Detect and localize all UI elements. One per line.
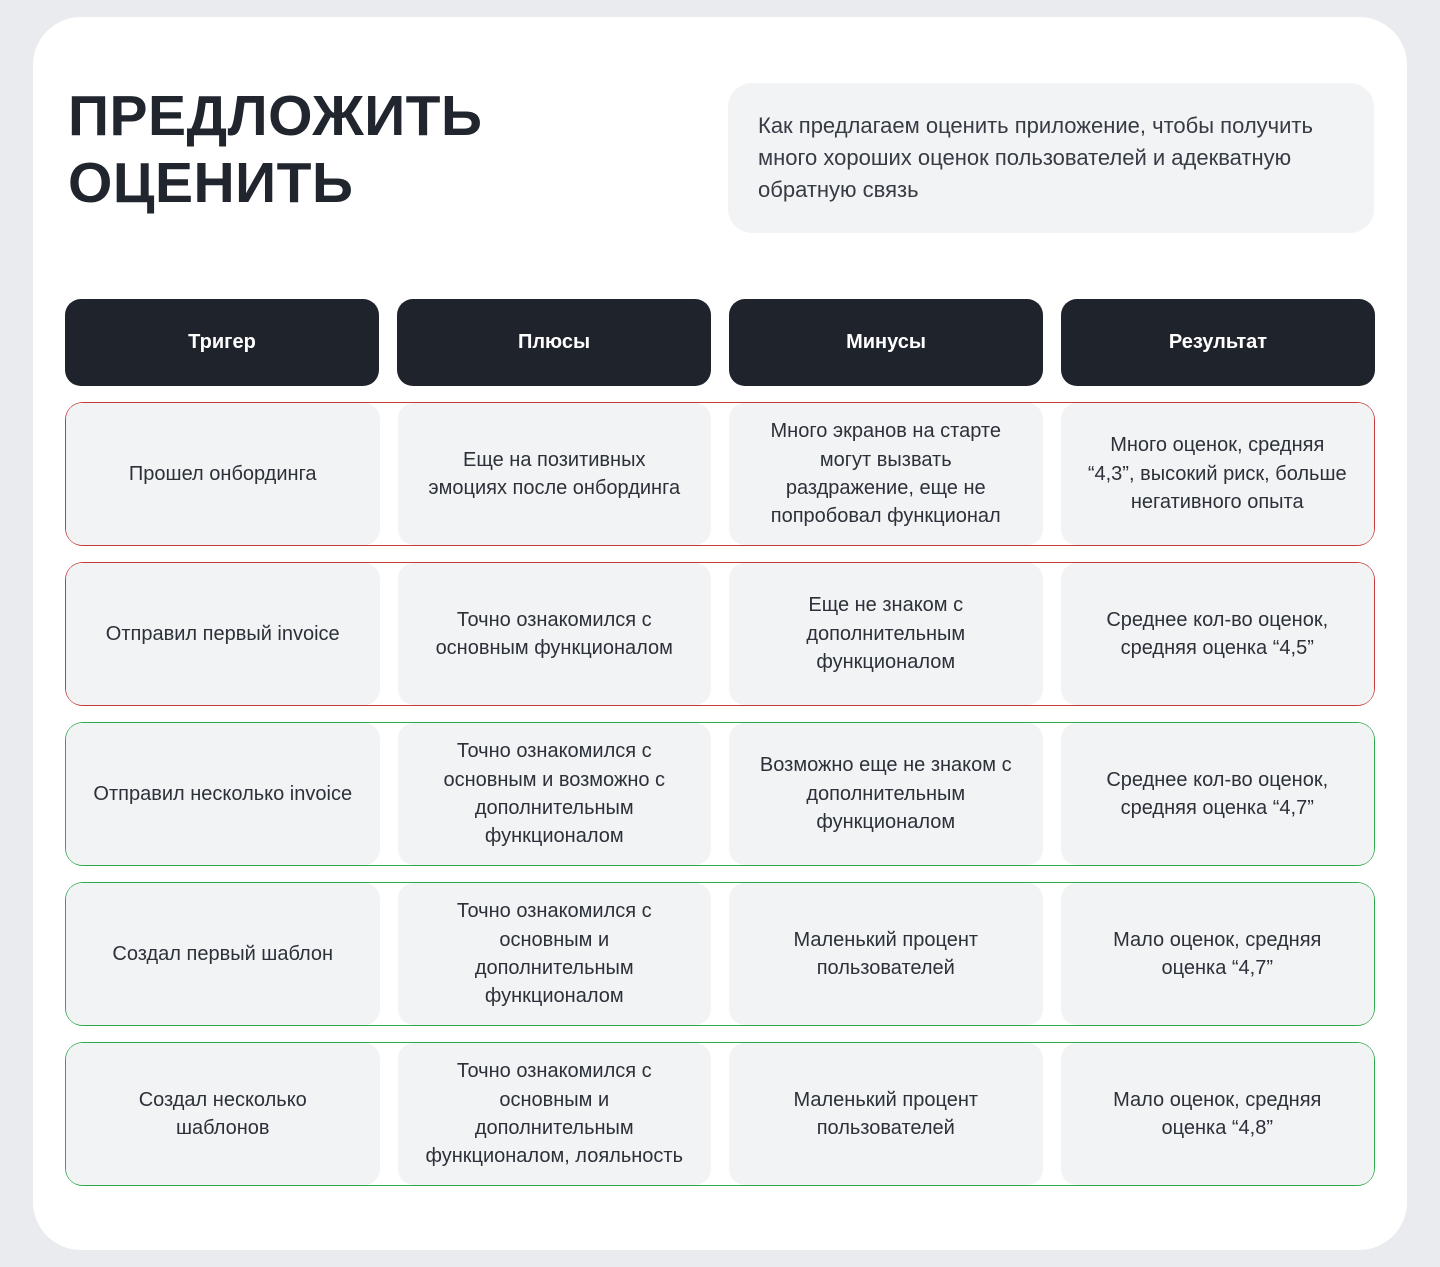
table-row: Создал несколько шаблонов Точно ознакоми… (65, 1042, 1375, 1186)
cell-minuses: Еще не знаком с дополнительным функциона… (729, 563, 1043, 705)
cell-pluses: Точно ознакомился с основным и дополните… (397, 883, 711, 1025)
cell-result: Среднее кол-во оценок, средняя оценка “4… (1060, 723, 1374, 865)
description-box: Как предлагаем оценить приложение, чтобы… (728, 83, 1374, 233)
cell-trigger: Создал несколько шаблонов (66, 1043, 380, 1185)
column-header-minuses: Минусы (729, 299, 1043, 386)
cell-pluses: Точно ознакомился с основным и возможно … (397, 723, 711, 865)
cell-pluses: Точно ознакомился с основным функционало… (397, 563, 711, 705)
cell-minuses: Много экранов на старте могут вызвать ра… (729, 403, 1043, 545)
header-section: ПРЕДЛОЖИТЬ ОЦЕНИТЬ Как предлагаем оценит… (65, 17, 1375, 299)
cell-minuses: Возможно еще не знаком с дополнительным … (729, 723, 1043, 865)
table-header-row: Тригер Плюсы Минусы Результат (65, 299, 1375, 386)
table-row: Отправил несколько invoice Точно ознаком… (65, 722, 1375, 866)
cell-minuses: Маленький процент пользователей (729, 883, 1043, 1025)
cell-result: Мало оценок, средняя оценка “4,8” (1060, 1043, 1374, 1185)
cell-pluses: Еще на позитивных эмоциях после онбордин… (397, 403, 711, 545)
cell-pluses: Точно ознакомился с основным и дополните… (397, 1043, 711, 1185)
cell-trigger: Прошел онбординга (66, 403, 380, 545)
description-text: Как предлагаем оценить приложение, чтобы… (758, 113, 1313, 202)
column-header-trigger: Тригер (65, 299, 379, 386)
table-row: Отправил первый invoice Точно ознакомилс… (65, 562, 1375, 706)
cell-trigger: Отправил несколько invoice (66, 723, 380, 865)
column-header-result: Результат (1061, 299, 1375, 386)
table-row: Прошел онбординга Еще на позитивных эмоц… (65, 402, 1375, 546)
cell-trigger: Отправил первый invoice (66, 563, 380, 705)
cell-minuses: Маленький процент пользователей (729, 1043, 1043, 1185)
column-header-pluses: Плюсы (397, 299, 711, 386)
page-title: ПРЕДЛОЖИТЬ ОЦЕНИТЬ (68, 84, 483, 215)
cell-result: Мало оценок, средняя оценка “4,7” (1060, 883, 1374, 1025)
table-row: Создал первый шаблон Точно ознакомился с… (65, 882, 1375, 1026)
cell-trigger: Создал первый шаблон (66, 883, 380, 1025)
cell-result: Много оценок, средняя “4,3”, высокий рис… (1060, 403, 1374, 545)
content-card: ПРЕДЛОЖИТЬ ОЦЕНИТЬ Как предлагаем оценит… (33, 17, 1407, 1250)
cell-result: Среднее кол-во оценок, средняя оценка “4… (1060, 563, 1374, 705)
